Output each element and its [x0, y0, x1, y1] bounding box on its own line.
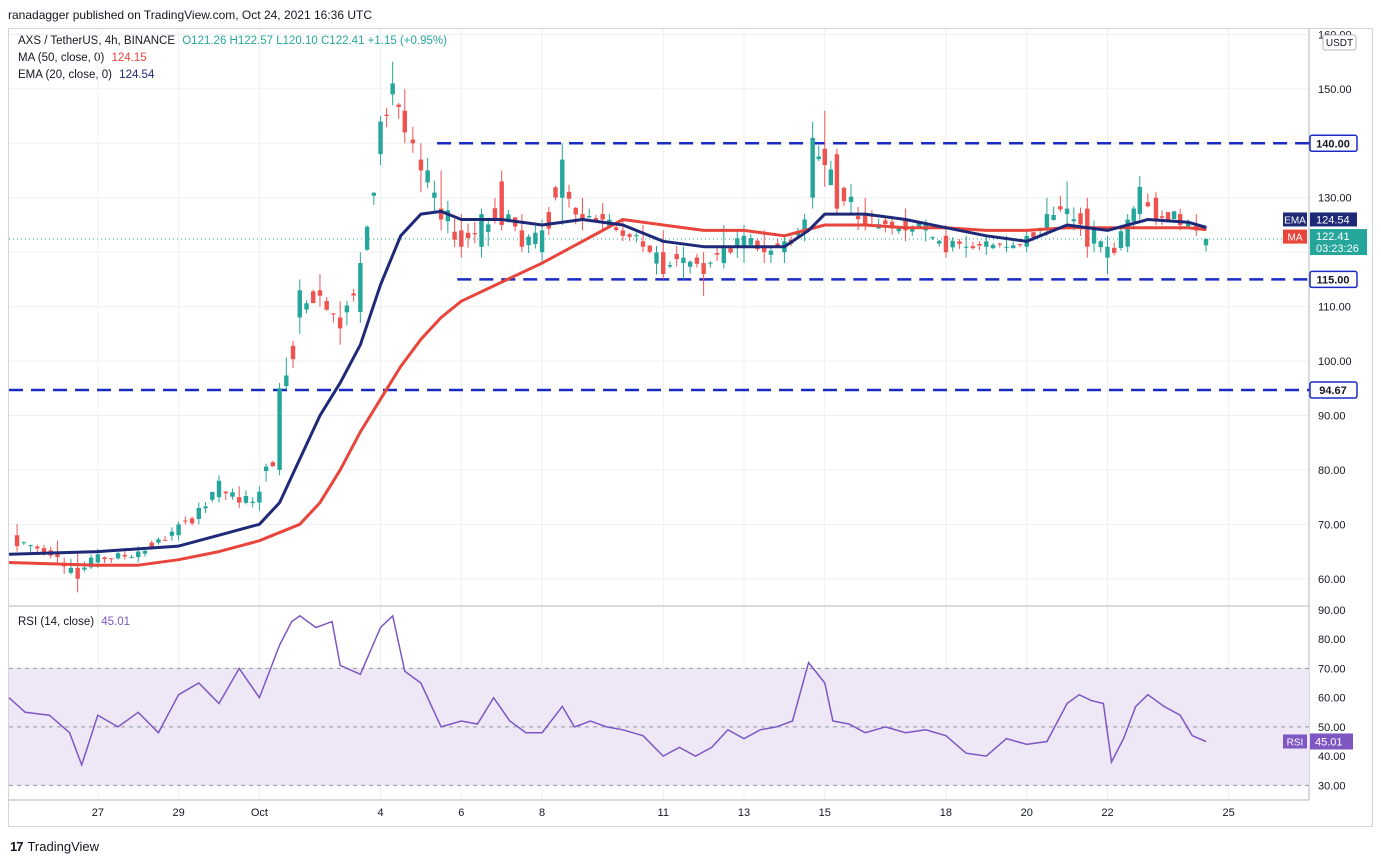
rsi-label: RSI (14, close)	[18, 616, 95, 628]
ohlc-values: O121.26 H122.57 L120.10 C122.41 +1.15 (+…	[182, 35, 447, 47]
rsi-legend[interactable]: RSI (14, close) 45.01	[18, 616, 130, 628]
publisher-line: ranadagger published on TradingView.com,…	[8, 8, 373, 22]
ma-label: MA (50, close, 0)	[18, 52, 105, 64]
tradingview-logo-icon: 17	[10, 839, 24, 854]
ema-label: EMA (20, close, 0)	[18, 69, 112, 81]
symbol-label: AXS / TetherUS, 4h, BINANCE	[18, 35, 176, 47]
ma-legend[interactable]: MA (50, close, 0) 124.15	[18, 52, 147, 64]
symbol-legend[interactable]: AXS / TetherUS, 4h, BINANCE O121.26 H122…	[18, 35, 447, 47]
tradingview-footer: 17 TradingView	[10, 839, 99, 854]
chart-frame	[8, 28, 1373, 827]
brand-name: TradingView	[27, 839, 100, 854]
rsi-value: 45.01	[101, 616, 131, 628]
ema-value: 124.54	[119, 69, 155, 81]
ema-legend[interactable]: EMA (20, close, 0) 124.54	[18, 69, 154, 81]
ma-value: 124.15	[111, 52, 147, 64]
